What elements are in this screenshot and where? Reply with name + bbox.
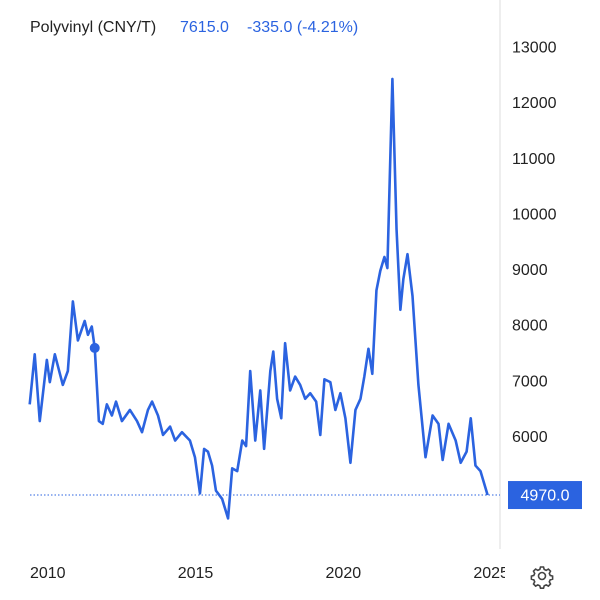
x-tick-label: 2015 <box>178 565 214 582</box>
y-tick-label: 9000 <box>512 262 548 279</box>
y-tick-label: 8000 <box>512 318 548 335</box>
price-line <box>28 77 489 520</box>
y-tick-label: 7000 <box>512 373 548 390</box>
y-tick-label: 6000 <box>512 429 548 446</box>
y-tick-label: 13000 <box>512 40 557 57</box>
highlight-point <box>89 342 100 353</box>
last-value-label: 4970.0 <box>521 487 570 504</box>
last-value-box <box>508 481 582 510</box>
y-tick-label: 10000 <box>512 206 557 223</box>
y-tick-label: 11000 <box>512 151 555 168</box>
x-axis: 2010 2015 2020 2025 <box>30 565 509 582</box>
x-tick-label: 2020 <box>326 565 362 582</box>
price: 7615.0 <box>180 19 229 36</box>
x-tick-label: 2010 <box>30 565 66 582</box>
chart-title: Polyvinyl (CNY/T) <box>30 19 156 36</box>
x-tick-label: 2025 <box>473 565 509 582</box>
settings-icon[interactable] <box>530 566 554 589</box>
change: -335.0 (-4.21%) <box>247 19 358 36</box>
y-tick-label: 12000 <box>512 95 557 112</box>
